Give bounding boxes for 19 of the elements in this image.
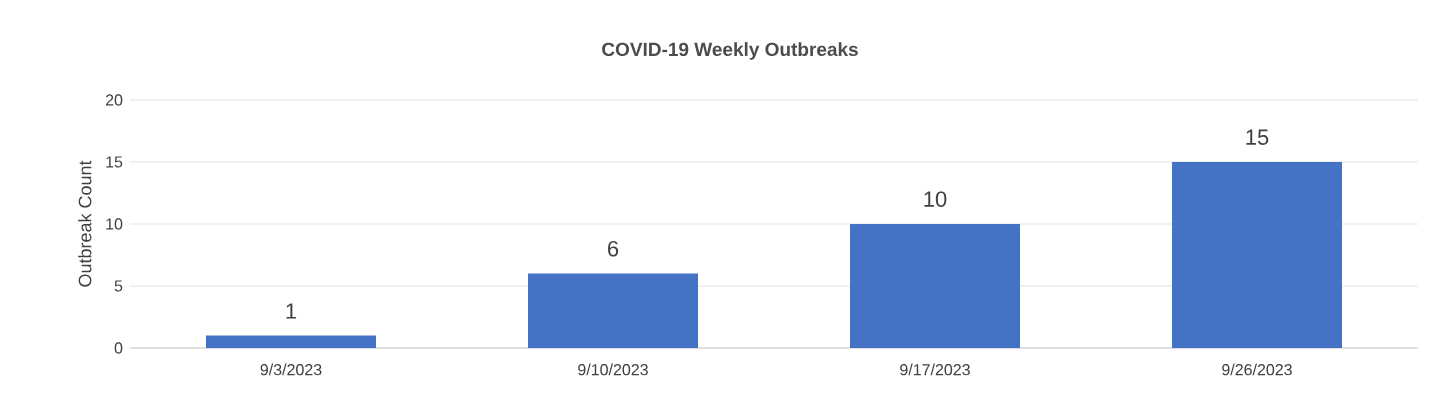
bar xyxy=(850,224,1020,348)
data-label: 10 xyxy=(924,191,947,207)
data-label: 6 xyxy=(608,240,619,257)
x-tick-label: 9/3/2023 xyxy=(260,363,322,376)
bar xyxy=(1171,162,1342,348)
chart-title: COVID-19 Weekly Outbreaks xyxy=(602,42,858,60)
x-tick-label: 9/26/2023 xyxy=(1222,363,1292,376)
bar xyxy=(206,335,376,348)
data-label: 15 xyxy=(1246,129,1269,145)
y-tick-label: 20 xyxy=(105,94,123,106)
x-tick-label: 9/10/2023 xyxy=(578,363,648,376)
y-tick-label: 5 xyxy=(114,280,123,292)
y-axis-title: Outbreak Count xyxy=(78,160,92,287)
y-tick-label: 0 xyxy=(114,342,123,354)
data-label: 1 xyxy=(286,303,297,319)
y-tick-label: 15 xyxy=(106,156,123,168)
x-tick-label: 9/17/2023 xyxy=(900,363,970,376)
bar xyxy=(528,273,698,348)
y-tick-label: 10 xyxy=(106,218,123,230)
